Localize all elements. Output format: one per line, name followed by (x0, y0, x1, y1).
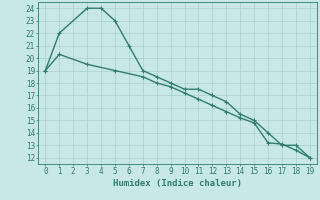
X-axis label: Humidex (Indice chaleur): Humidex (Indice chaleur) (113, 179, 242, 188)
